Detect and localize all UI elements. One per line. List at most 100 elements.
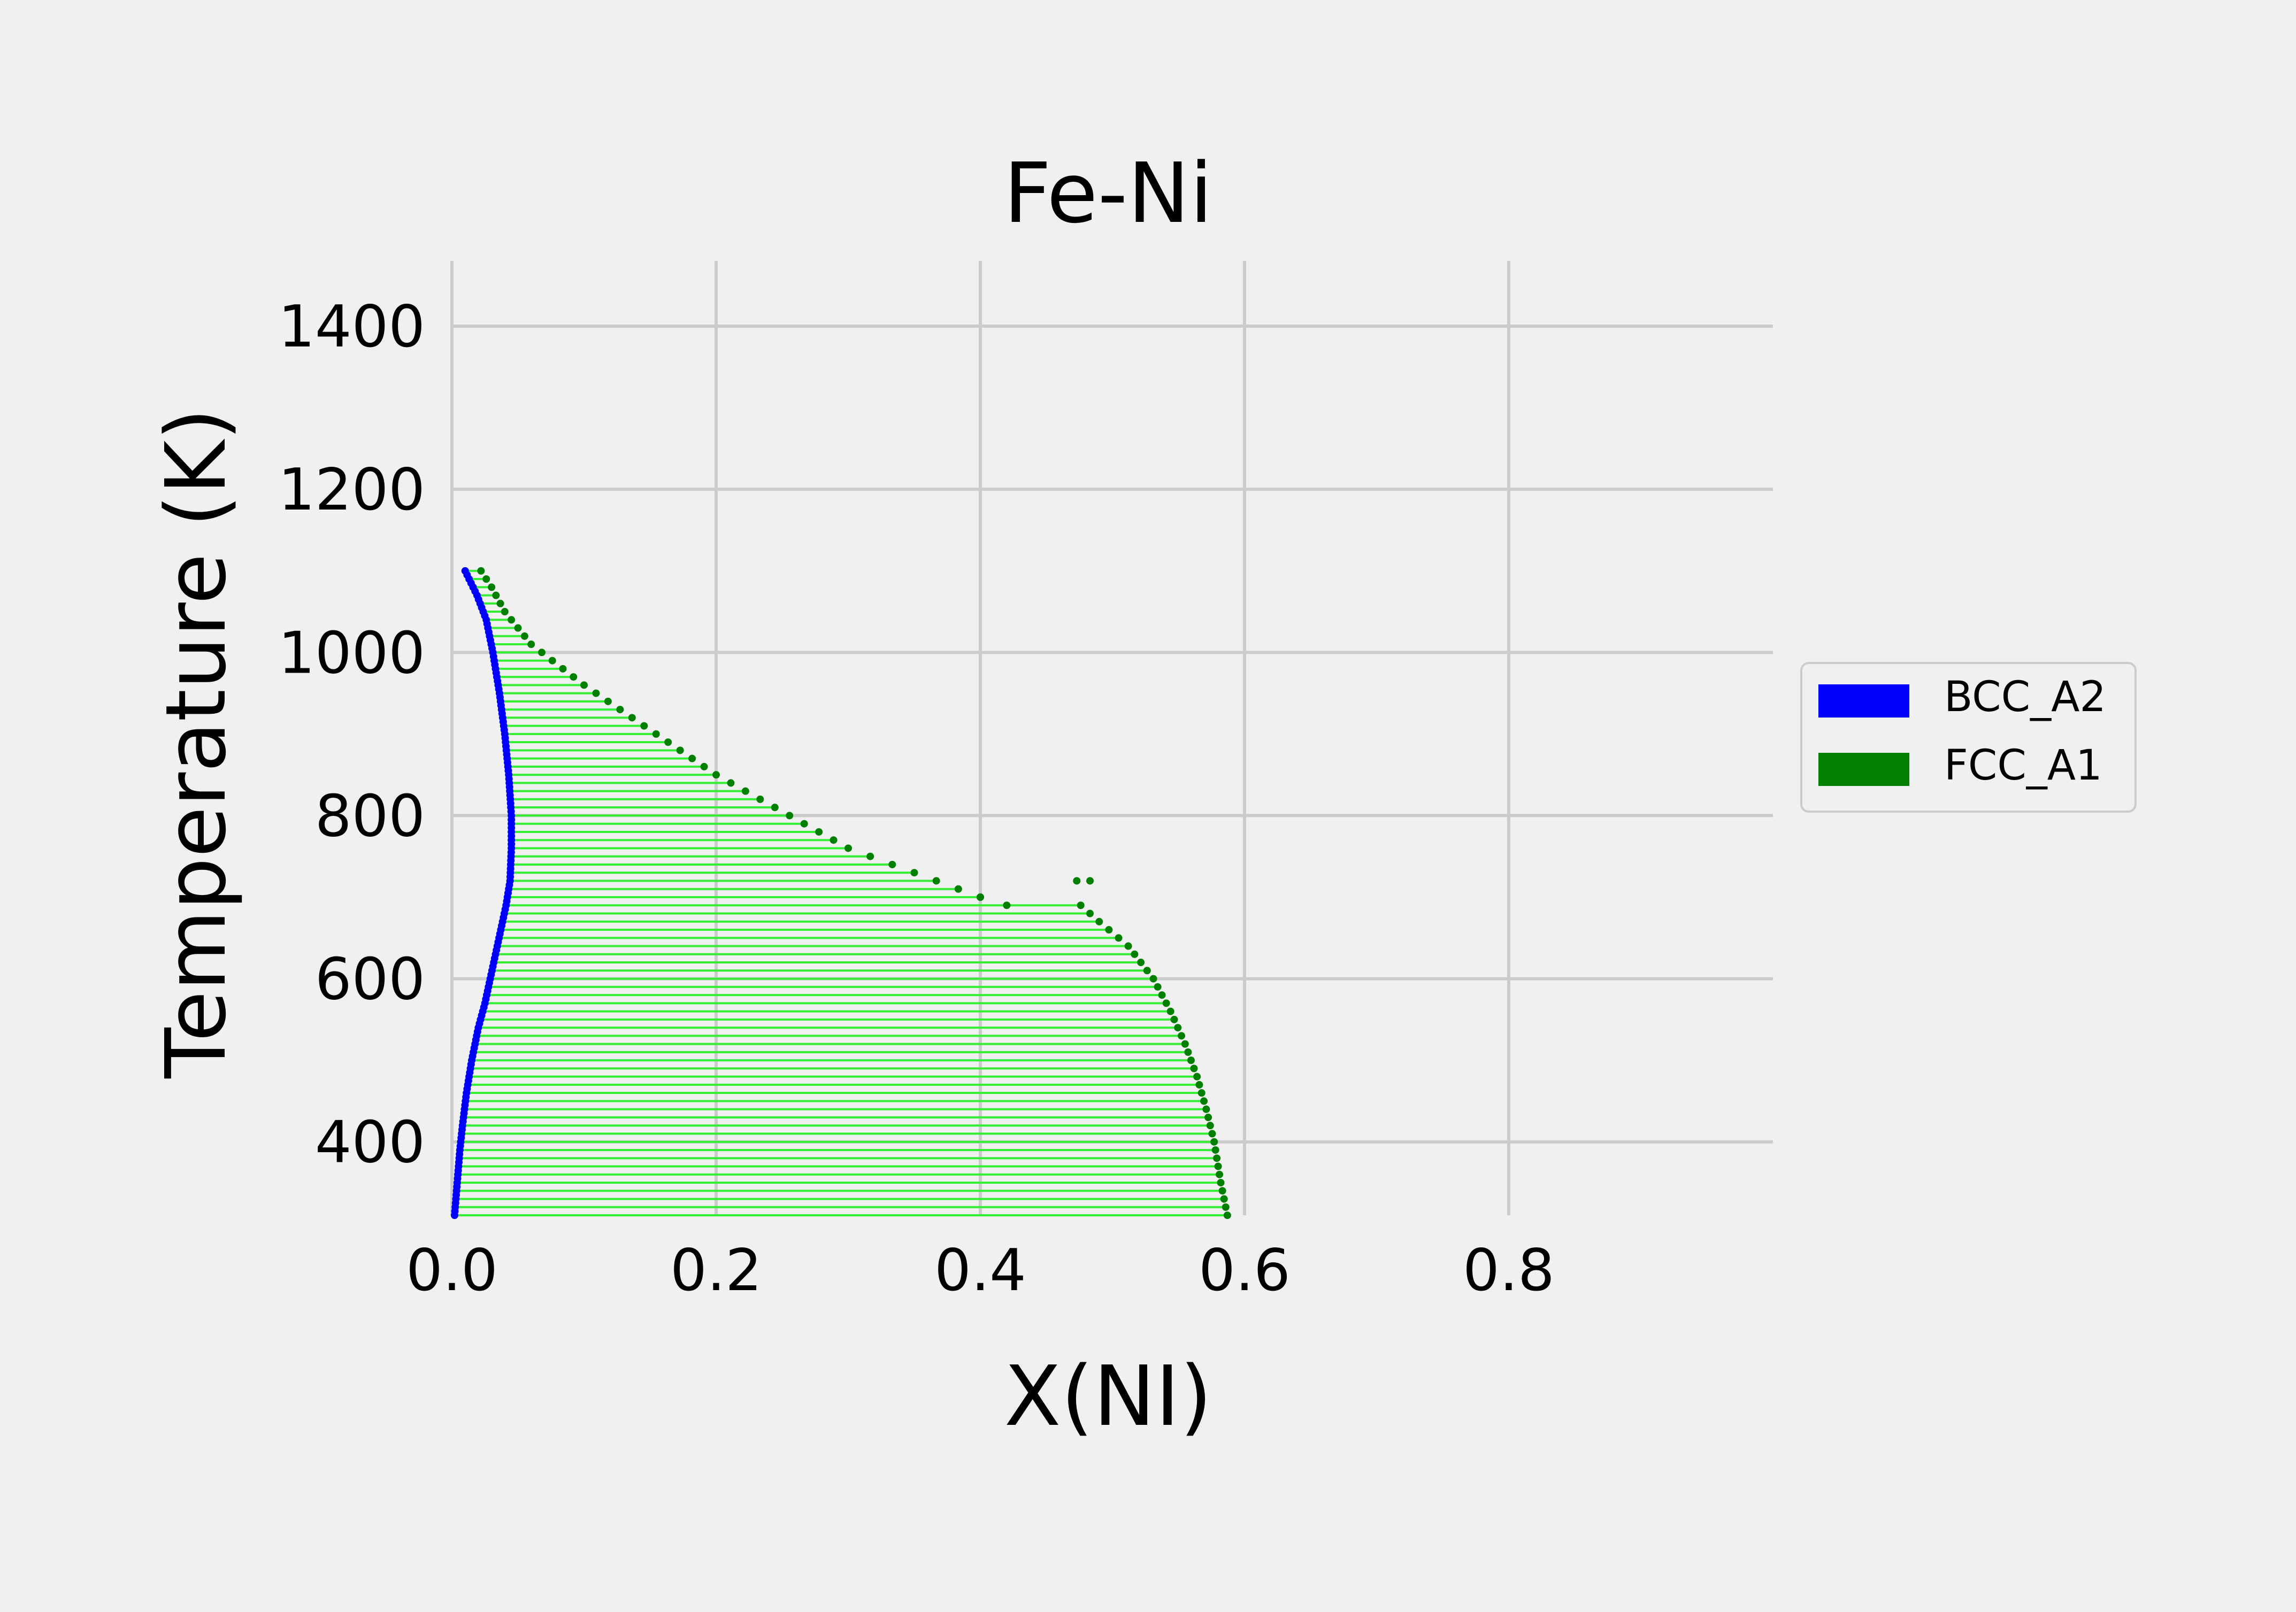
fcc-a1-point-49 (786, 812, 794, 820)
fcc-a1-point-52 (741, 787, 749, 795)
y-tick-label: 400 (315, 1109, 425, 1176)
fcc-a1-point-51 (756, 795, 764, 803)
x-tick-label: 0.0 (406, 1237, 498, 1304)
tie-lines (454, 569, 1227, 1216)
x-axis-label: X(NI) (1004, 1348, 1212, 1445)
fcc-a1-point-56 (688, 754, 696, 762)
fcc-a1-point-8 (1211, 1146, 1219, 1154)
fcc-a1-point-80 (1073, 877, 1081, 885)
fcc-a1-point-26 (1162, 999, 1170, 1007)
fcc-a1-point-59 (652, 730, 660, 738)
x-tick-label: 0.6 (1199, 1237, 1291, 1304)
fcc-a1-point-83 (1003, 901, 1011, 909)
fcc-a1-point-38 (1077, 901, 1085, 909)
y-tick-label: 1000 (278, 620, 425, 687)
fcc-a1-point-0 (1223, 1212, 1231, 1219)
fcc-a1-point-30 (1143, 967, 1151, 975)
chart-title: Fe-Ni (1004, 145, 1213, 242)
fcc-a1-point-15 (1197, 1089, 1205, 1097)
fcc-a1-point-16 (1195, 1081, 1203, 1089)
fcc-a1-point-47 (815, 828, 823, 836)
fcc-a1-point-65 (580, 681, 588, 689)
y-axis-label: Temperature (K) (148, 408, 244, 1079)
fcc-a1-point-4 (1217, 1178, 1225, 1186)
fcc-a1-point-33 (1124, 942, 1132, 950)
data-points (450, 567, 1231, 1219)
fcc-a1-point-5 (1216, 1170, 1224, 1178)
fcc-a1-point-9 (1210, 1138, 1218, 1146)
x-tick-label: 0.8 (1463, 1237, 1555, 1304)
fcc-a1-point-45 (844, 844, 852, 852)
legend-label-1: FCC_A1 (1944, 742, 2102, 790)
fcc-a1-point-42 (910, 869, 918, 877)
fcc-a1-point-40 (954, 885, 962, 893)
fcc-a1-point-44 (866, 852, 874, 860)
fcc-a1-point-82 (977, 893, 984, 901)
fcc-a1-point-75 (496, 599, 504, 607)
fcc-a1-point-55 (700, 762, 708, 770)
fcc-a1-point-50 (771, 804, 779, 812)
y-tick-label: 600 (315, 946, 425, 1013)
fcc-a1-point-36 (1095, 917, 1103, 925)
fcc-a1-point-41 (932, 877, 940, 885)
fcc-a1-point-12 (1204, 1113, 1212, 1121)
fcc-a1-point-11 (1206, 1122, 1214, 1130)
fcc-a1-point-43 (888, 860, 896, 868)
fcc-a1-point-64 (592, 689, 600, 697)
fcc-a1-point-13 (1202, 1105, 1210, 1113)
fcc-a1-point-67 (559, 665, 567, 673)
fcc-a1-point-48 (800, 820, 808, 828)
x-tick-labels: 0.0 0.2 0.4 0.6 0.8 (406, 1237, 1555, 1304)
fcc-a1-point-74 (501, 608, 509, 616)
fcc-a1-point-18 (1190, 1065, 1198, 1073)
y-tick-label: 1400 (278, 294, 425, 360)
fcc-a1-point-37 (1086, 909, 1094, 917)
fcc-a1-point-58 (664, 738, 672, 746)
fcc-a1-point-3 (1218, 1187, 1226, 1195)
fcc-a1-point-28 (1154, 983, 1162, 991)
fcc-a1-point-34 (1115, 934, 1123, 942)
y-tick-labels: 400 600 800 1000 1200 1400 (278, 294, 425, 1176)
fcc-a1-point-32 (1131, 950, 1139, 958)
fcc-a1-point-23 (1174, 1024, 1182, 1032)
x-tick-label: 0.2 (670, 1237, 762, 1304)
fcc-a1-point-77 (488, 583, 496, 591)
fcc-a1-point-60 (640, 722, 648, 730)
fcc-a1-point-1 (1222, 1203, 1230, 1211)
fcc-a1-point-81 (1086, 877, 1094, 885)
fcc-a1-point-22 (1178, 1032, 1186, 1040)
fcc-a1-point-78 (482, 575, 490, 583)
fcc-a1-point-46 (830, 836, 838, 844)
legend: BCC_A2 FCC_A1 (1800, 662, 2137, 813)
fcc-a1-point-70 (527, 641, 535, 649)
fcc-a1-point-7 (1213, 1154, 1221, 1162)
fcc-a1-point-19 (1187, 1056, 1195, 1065)
fcc-a1-point-76 (492, 591, 500, 599)
fcc-a1-point-29 (1149, 975, 1157, 983)
fcc-a1-point-20 (1184, 1048, 1192, 1056)
fcc-a1-point-6 (1214, 1162, 1222, 1170)
fcc-a1-point-57 (676, 746, 684, 754)
x-tick-label: 0.4 (934, 1237, 1026, 1304)
fcc-a1-point-73 (508, 616, 516, 624)
fcc-a1-point-72 (514, 624, 522, 632)
legend-swatch-0 (1818, 684, 1909, 718)
fcc-a1-point-71 (520, 632, 528, 640)
fcc-a1-point-62 (616, 706, 624, 714)
fcc-a1-point-53 (727, 779, 735, 787)
y-tick-label: 800 (315, 783, 425, 850)
legend-label-0: BCC_A2 (1944, 673, 2106, 721)
fcc-a1-point-31 (1137, 959, 1145, 967)
fcc-a1-point-14 (1200, 1097, 1208, 1105)
fcc-a1-point-79 (477, 567, 485, 575)
fcc-a1-point-25 (1166, 1007, 1174, 1015)
fcc-a1-point-61 (628, 714, 636, 722)
y-tick-label: 1200 (278, 457, 425, 523)
fcc-a1-point-35 (1105, 926, 1113, 934)
fcc-a1-point-21 (1181, 1040, 1189, 1048)
fcc-a1-point-2 (1220, 1195, 1228, 1203)
fcc-a1-point-10 (1208, 1130, 1216, 1138)
fcc-a1-point-69 (537, 649, 546, 657)
bcc-a2-point-158 (461, 567, 469, 575)
